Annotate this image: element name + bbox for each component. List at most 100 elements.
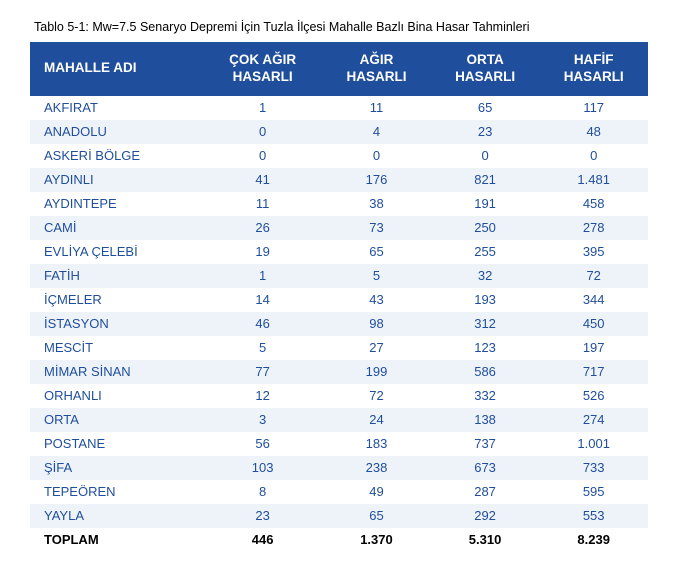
- table-cell: 123: [431, 336, 540, 360]
- table-cell: 73: [322, 216, 431, 240]
- table-cell: 0: [431, 144, 540, 168]
- table-cell: 255: [431, 240, 540, 264]
- table-cell: POSTANE: [30, 432, 203, 456]
- table-cell: 41: [203, 168, 322, 192]
- table-cell: 72: [322, 384, 431, 408]
- table-row: İSTASYON4698312450: [30, 312, 648, 336]
- table-cell: 65: [322, 504, 431, 528]
- table-cell: 332: [431, 384, 540, 408]
- table-caption: Tablo 5-1: Mw=7.5 Senaryo Depremi İçin T…: [34, 20, 648, 34]
- table-cell: 12: [203, 384, 322, 408]
- table-row: FATİH153272: [30, 264, 648, 288]
- table-cell: 197: [539, 336, 648, 360]
- table-cell: 8: [203, 480, 322, 504]
- table-cell: 49: [322, 480, 431, 504]
- col-header-medium: ORTAHASARLI: [431, 42, 540, 96]
- table-cell: 48: [539, 120, 648, 144]
- table-cell: 23: [203, 504, 322, 528]
- table-cell: 23: [431, 120, 540, 144]
- table-cell: 138: [431, 408, 540, 432]
- table-cell: 199: [322, 360, 431, 384]
- table-cell: 4: [322, 120, 431, 144]
- table-cell: 1.481: [539, 168, 648, 192]
- table-cell: 1: [203, 264, 322, 288]
- table-cell: 77: [203, 360, 322, 384]
- table-cell: MİMAR SİNAN: [30, 360, 203, 384]
- table-cell: 821: [431, 168, 540, 192]
- table-cell: 0: [322, 144, 431, 168]
- total-cell: 8.239: [539, 528, 648, 552]
- table-cell: AYDINTEPE: [30, 192, 203, 216]
- table-cell: 0: [539, 144, 648, 168]
- table-cell: MESCİT: [30, 336, 203, 360]
- table-row: EVLİYA ÇELEBİ1965255395: [30, 240, 648, 264]
- table-cell: 98: [322, 312, 431, 336]
- table-cell: 458: [539, 192, 648, 216]
- table-cell: 274: [539, 408, 648, 432]
- table-cell: 0: [203, 144, 322, 168]
- table-cell: 46: [203, 312, 322, 336]
- table-cell: İSTASYON: [30, 312, 203, 336]
- table-cell: 673: [431, 456, 540, 480]
- total-cell: 1.370: [322, 528, 431, 552]
- table-cell: 72: [539, 264, 648, 288]
- table-cell: 526: [539, 384, 648, 408]
- table-cell: TEPEÖREN: [30, 480, 203, 504]
- table-cell: 3: [203, 408, 322, 432]
- table-cell: 595: [539, 480, 648, 504]
- table-cell: 32: [431, 264, 540, 288]
- table-cell: ORHANLI: [30, 384, 203, 408]
- table-row: ANADOLU042348: [30, 120, 648, 144]
- table-cell: 103: [203, 456, 322, 480]
- total-cell: 446: [203, 528, 322, 552]
- table-cell: EVLİYA ÇELEBİ: [30, 240, 203, 264]
- col-header-name: MAHALLE ADI: [30, 42, 203, 96]
- table-row: POSTANE561837371.001: [30, 432, 648, 456]
- table-cell: 65: [322, 240, 431, 264]
- table-cell: 191: [431, 192, 540, 216]
- table-row: ORHANLI1272332526: [30, 384, 648, 408]
- table-row: MESCİT527123197: [30, 336, 648, 360]
- table-row: MİMAR SİNAN77199586717: [30, 360, 648, 384]
- table-cell: 0: [203, 120, 322, 144]
- table-cell: 183: [322, 432, 431, 456]
- table-row: AYDINLI411768211.481: [30, 168, 648, 192]
- table-cell: 287: [431, 480, 540, 504]
- table-cell: 553: [539, 504, 648, 528]
- table-cell: 193: [431, 288, 540, 312]
- table-cell: AYDINLI: [30, 168, 203, 192]
- table-cell: 292: [431, 504, 540, 528]
- table-cell: İÇMELER: [30, 288, 203, 312]
- table-cell: 14: [203, 288, 322, 312]
- table-cell: ASKERİ BÖLGE: [30, 144, 203, 168]
- table-cell: ŞİFA: [30, 456, 203, 480]
- table-cell: ORTA: [30, 408, 203, 432]
- table-cell: AKFIRAT: [30, 96, 203, 120]
- table-cell: 737: [431, 432, 540, 456]
- table-row: AYDINTEPE1138191458: [30, 192, 648, 216]
- table-cell: 43: [322, 288, 431, 312]
- table-cell: 38: [322, 192, 431, 216]
- table-cell: 19: [203, 240, 322, 264]
- table-cell: YAYLA: [30, 504, 203, 528]
- table-cell: 176: [322, 168, 431, 192]
- table-cell: 312: [431, 312, 540, 336]
- table-cell: 450: [539, 312, 648, 336]
- table-cell: 1: [203, 96, 322, 120]
- col-header-very-heavy: ÇOK AĞIRHASARLI: [203, 42, 322, 96]
- table-cell: 238: [322, 456, 431, 480]
- total-cell: TOPLAM: [30, 528, 203, 552]
- table-cell: 11: [203, 192, 322, 216]
- table-row: TEPEÖREN849287595: [30, 480, 648, 504]
- table-cell: 586: [431, 360, 540, 384]
- table-row: ŞİFA103238673733: [30, 456, 648, 480]
- table-row: ASKERİ BÖLGE0000: [30, 144, 648, 168]
- table-cell: 733: [539, 456, 648, 480]
- table-cell: 27: [322, 336, 431, 360]
- table-cell: 344: [539, 288, 648, 312]
- col-header-light: HAFİFHASARLI: [539, 42, 648, 96]
- table-row: İÇMELER1443193344: [30, 288, 648, 312]
- table-cell: 117: [539, 96, 648, 120]
- table-row: CAMİ2673250278: [30, 216, 648, 240]
- table-cell: 395: [539, 240, 648, 264]
